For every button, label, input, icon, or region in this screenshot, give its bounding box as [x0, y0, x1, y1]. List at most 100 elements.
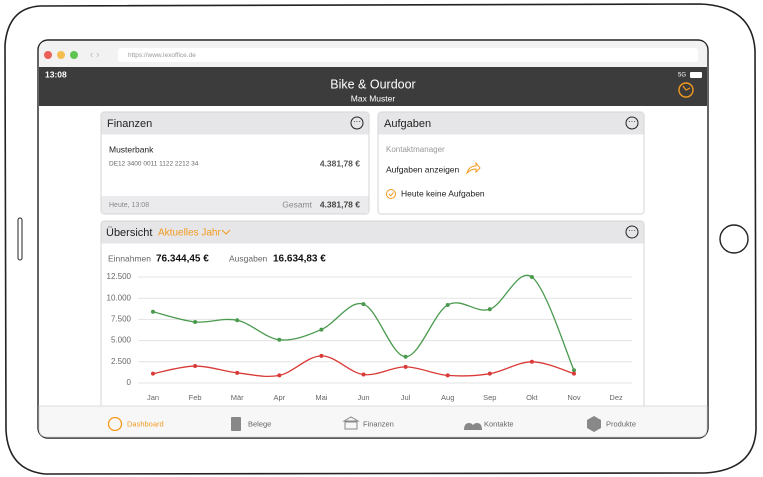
data-point	[151, 371, 155, 376]
window-maximize[interactable]	[70, 51, 78, 59]
expense-label: Ausgaben	[229, 253, 268, 263]
x-tick-label: Aug	[441, 393, 454, 402]
data-point	[235, 318, 240, 323]
data-point	[193, 319, 198, 324]
aufgaben-card	[377, 111, 645, 215]
data-point	[361, 302, 366, 307]
x-tick-label: Jul	[401, 393, 411, 402]
home-button[interactable]	[719, 224, 749, 254]
y-tick-label: 12.500	[107, 272, 132, 281]
tab-label[interactable]: Kontakte	[484, 419, 514, 428]
data-point	[235, 370, 240, 375]
data-point	[319, 353, 324, 358]
data-point	[572, 368, 576, 373]
data-point	[445, 302, 450, 307]
check-mark	[388, 192, 394, 197]
data-point	[445, 373, 450, 378]
tab-icon	[107, 416, 123, 432]
y-tick-label: 0	[127, 378, 132, 387]
y-tick-label: 7.500	[111, 315, 132, 324]
period-select[interactable]: Aktuelles Jahr	[158, 228, 221, 239]
tab-label[interactable]: Belege	[248, 419, 271, 428]
tab-icon	[587, 416, 601, 432]
data-point	[277, 337, 282, 342]
tasks-link[interactable]: Aufgaben anzeigen	[386, 164, 460, 174]
check-icon	[386, 189, 396, 199]
status-time: 13:08	[45, 69, 67, 79]
bank-name: Musterbank	[109, 144, 154, 154]
total-amount: 4.381,78 €	[320, 199, 360, 209]
url: https://www.lexoffice.de	[128, 52, 196, 59]
settings-icon-hand	[682, 85, 691, 91]
tasks-status: Heute keine Aufgaben	[401, 188, 485, 198]
y-tick-label: 5.000	[111, 336, 132, 345]
tab-icon	[464, 423, 482, 430]
expense-value: 16.634,83 €	[273, 254, 326, 265]
y-tick-label: 10.000	[107, 293, 132, 302]
x-tick-label: Jun	[357, 393, 369, 402]
y-tick-label: 2.500	[111, 357, 132, 366]
card-header	[101, 221, 644, 244]
more-button[interactable]	[625, 116, 639, 130]
url-field[interactable]	[118, 48, 698, 62]
tablet-frame	[4, 3, 757, 475]
window-close[interactable]	[44, 51, 52, 59]
section-label: Kontaktmanager	[386, 145, 445, 154]
data-point	[277, 373, 282, 378]
card-header	[101, 112, 369, 135]
data-point	[572, 371, 576, 376]
card-footer	[101, 196, 369, 214]
period-caret	[221, 229, 231, 235]
settings-icon[interactable]	[678, 82, 694, 98]
updated: Heute, 13:08	[109, 202, 149, 209]
x-tick-label: Sep	[483, 393, 496, 402]
more-button[interactable]	[625, 225, 639, 239]
x-tick-label: Okt	[526, 393, 539, 402]
battery	[690, 72, 702, 78]
iban: DE12 3400 0011 1122 2212 34	[109, 161, 199, 168]
tab-items: Dashboard Belege Finanzen Kontakte Produkte	[107, 416, 636, 432]
income-label: Einnahmen	[108, 253, 151, 263]
more-dots: ···	[353, 117, 361, 126]
x-tick-label: Mär	[231, 393, 244, 402]
data-point	[151, 309, 155, 314]
data-point	[403, 354, 408, 359]
tab-label[interactable]: Dashboard	[127, 419, 164, 428]
data-point	[193, 364, 198, 369]
company-name: Bike & Ourdoor	[330, 77, 415, 91]
income-value: 76.344,45 €	[156, 254, 209, 265]
more-dots: ···	[628, 226, 636, 235]
finanzen-card	[100, 111, 370, 215]
x-tick-label: Feb	[189, 393, 202, 402]
window-minimize[interactable]	[57, 51, 65, 59]
card-title: Übersicht	[106, 227, 152, 239]
x-tick-label: Nov	[567, 393, 581, 402]
card-header	[378, 112, 644, 135]
tab-label[interactable]: Finanzen	[363, 419, 394, 428]
data-point	[361, 372, 366, 377]
data-point	[529, 275, 534, 279]
series-line	[152, 274, 575, 371]
share-icon	[465, 161, 481, 175]
more-button[interactable]	[350, 116, 364, 130]
data-point	[403, 364, 408, 369]
tab-bar	[38, 405, 708, 438]
x-tick-label: Jan	[147, 393, 159, 402]
tab-icon	[342, 416, 360, 430]
tab-label[interactable]: Produkte	[606, 419, 636, 428]
card-title: Aufgaben	[384, 118, 431, 130]
bank-amount: 4.381,78 €	[320, 158, 360, 168]
data-point	[319, 327, 324, 332]
x-tick-label: Mai	[315, 393, 327, 402]
side-button	[17, 217, 23, 261]
card-title: Finanzen	[107, 118, 152, 130]
total-label: Gesamt	[282, 199, 312, 209]
chart: 0 2.500 5.000 7.500 10.000 12.500 Jan Feb Mär Apr…	[107, 272, 632, 402]
back-button[interactable]: ‹ ›	[90, 50, 99, 61]
tab-icon	[231, 417, 241, 431]
user-name: Max Muster	[351, 93, 396, 103]
x-tick-label: Dez	[609, 393, 623, 402]
app-header	[39, 67, 707, 106]
